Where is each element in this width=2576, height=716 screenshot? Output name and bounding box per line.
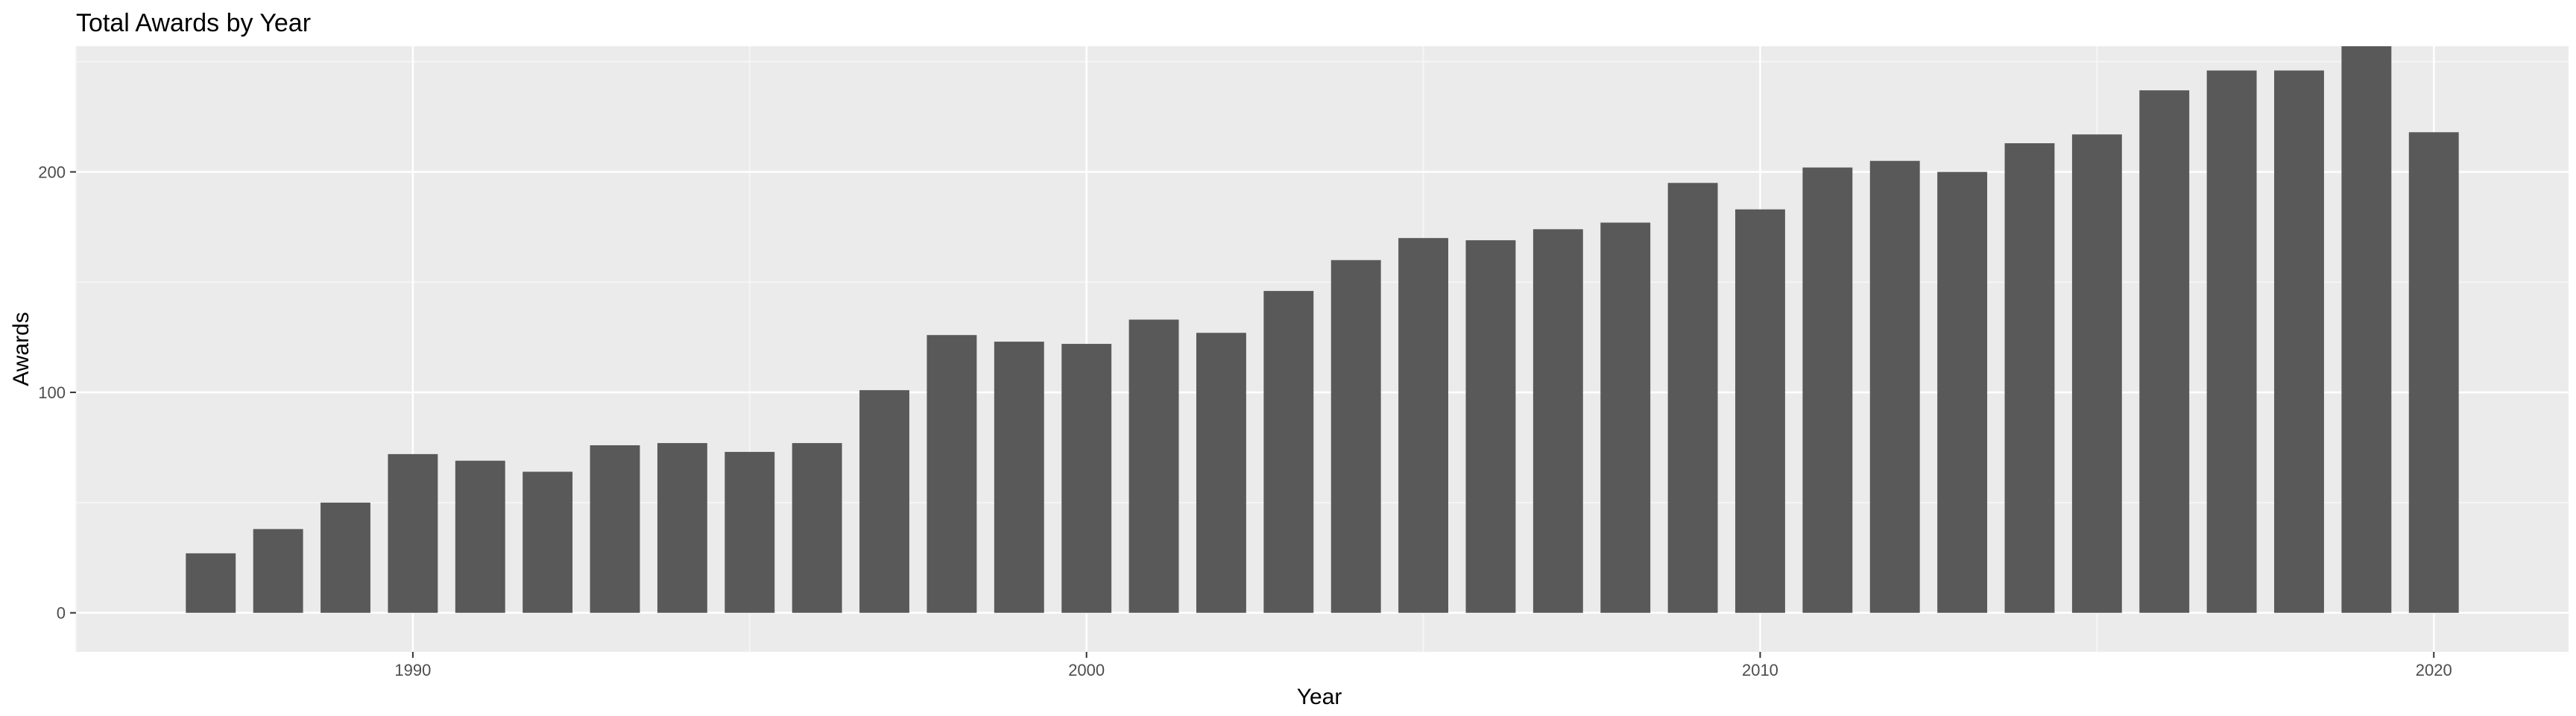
bar-2012 [1869, 160, 1920, 613]
bar-2015 [2071, 134, 2122, 613]
bar-1993 [590, 445, 640, 613]
bar-2000 [1061, 344, 1112, 613]
bar-1989 [321, 502, 370, 613]
bar-2019 [2341, 46, 2392, 613]
bar-2014 [2004, 143, 2055, 613]
bar-1999 [994, 342, 1044, 613]
y-axis-title: Awards [9, 312, 34, 386]
bar-2017 [2206, 70, 2257, 613]
x-tick-label: 2000 [1068, 661, 1105, 679]
bar-1996 [792, 443, 842, 613]
bar-2008 [1600, 222, 1651, 613]
bar-2009 [1667, 183, 1718, 613]
x-axis-title: Year [1297, 685, 1342, 709]
bar-2007 [1532, 229, 1583, 613]
bar-1991 [455, 460, 505, 613]
bars [186, 46, 2459, 613]
x-tick-label: 2010 [1742, 661, 1778, 679]
bar-1988 [253, 529, 303, 613]
bar-1998 [926, 335, 977, 613]
x-tick-label: 1990 [394, 661, 431, 679]
bar-2006 [1465, 240, 1516, 613]
bar-2010 [1735, 209, 1785, 613]
bar-2016 [2139, 90, 2190, 613]
bar-1995 [724, 451, 775, 613]
bar-2013 [1937, 172, 1988, 613]
bar-1994 [657, 443, 707, 613]
bar-2002 [1196, 333, 1246, 613]
bar-2020 [2408, 132, 2459, 613]
bar-2011 [1802, 167, 1853, 613]
y-tick-label: 0 [57, 604, 66, 623]
chart-title: Total Awards by Year [76, 9, 311, 37]
bar-2004 [1330, 260, 1381, 613]
y-tick-label: 200 [38, 163, 66, 181]
bar-1987 [186, 553, 236, 613]
y-tick-label: 100 [38, 383, 66, 402]
x-tick-label: 2020 [2416, 661, 2452, 679]
bar-2001 [1128, 319, 1179, 613]
x-axis-ticks: 1990 2000 2010 2020 [394, 652, 2452, 679]
y-axis-ticks: 0 100 200 [38, 163, 76, 623]
bar-2018 [2274, 70, 2324, 613]
bar-1990 [388, 453, 438, 613]
bar-1997 [859, 390, 909, 613]
bar-2005 [1398, 238, 1449, 613]
bar-1992 [523, 471, 573, 613]
bar-2003 [1263, 291, 1314, 613]
plot-panel [76, 46, 2569, 652]
